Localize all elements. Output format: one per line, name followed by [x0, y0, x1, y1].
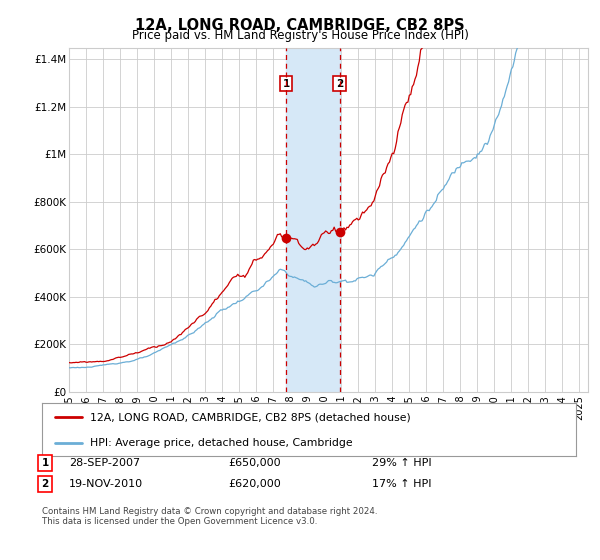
Text: 19-NOV-2010: 19-NOV-2010 [69, 479, 143, 489]
Text: 28-SEP-2007: 28-SEP-2007 [69, 458, 140, 468]
Text: 29% ↑ HPI: 29% ↑ HPI [372, 458, 431, 468]
Text: Contains HM Land Registry data © Crown copyright and database right 2024.
This d: Contains HM Land Registry data © Crown c… [42, 507, 377, 526]
Text: HPI: Average price, detached house, Cambridge: HPI: Average price, detached house, Camb… [90, 437, 353, 447]
Text: £620,000: £620,000 [228, 479, 281, 489]
Text: 2: 2 [336, 79, 343, 89]
Bar [286, 48, 340, 392]
Text: 1: 1 [283, 79, 290, 89]
Text: £650,000: £650,000 [228, 458, 281, 468]
Text: 1: 1 [41, 458, 49, 468]
Text: Price paid vs. HM Land Registry's House Price Index (HPI): Price paid vs. HM Land Registry's House … [131, 29, 469, 42]
Text: 12A, LONG ROAD, CAMBRIDGE, CB2 8PS: 12A, LONG ROAD, CAMBRIDGE, CB2 8PS [135, 18, 465, 33]
Text: 2: 2 [41, 479, 49, 489]
Text: 12A, LONG ROAD, CAMBRIDGE, CB2 8PS (detached house): 12A, LONG ROAD, CAMBRIDGE, CB2 8PS (deta… [90, 412, 411, 422]
Text: 17% ↑ HPI: 17% ↑ HPI [372, 479, 431, 489]
